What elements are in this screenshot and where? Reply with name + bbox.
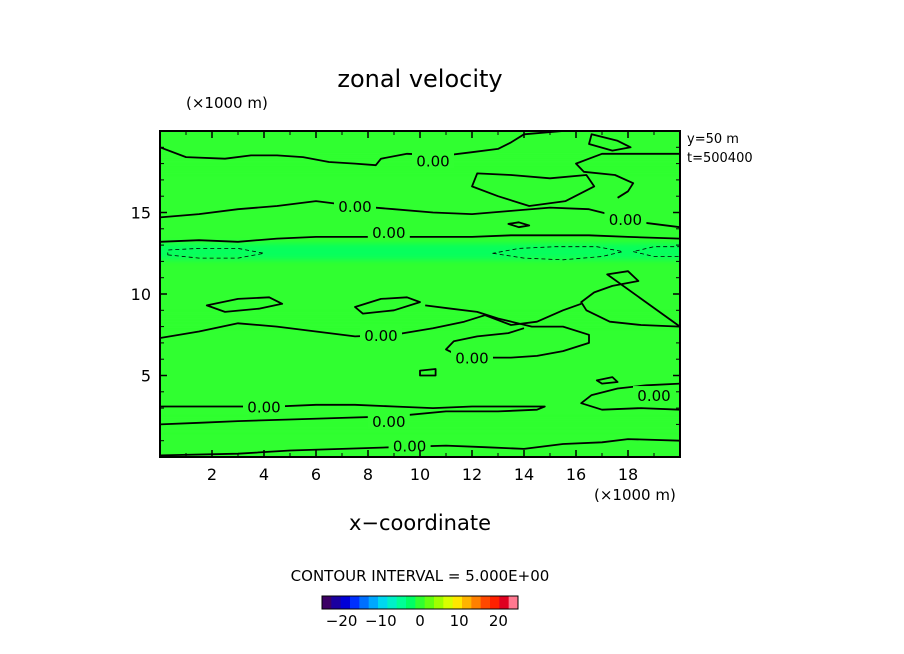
- contour-label-bg: [388, 436, 431, 454]
- contour-line-zero: [160, 234, 680, 243]
- colorbar-swatch: [499, 596, 510, 609]
- x-tick-label: 16: [566, 465, 586, 484]
- colorbar-swatch: [490, 596, 500, 609]
- colorbar-swatch: [340, 596, 351, 609]
- contour-line-zero: [425, 304, 590, 359]
- colorbar-swatch: [368, 596, 379, 609]
- colorbar-swatch: [396, 596, 407, 609]
- colorbar-swatch: [359, 596, 370, 609]
- x-tick-label: 18: [618, 465, 638, 484]
- contour-label: 0.00: [637, 387, 670, 405]
- contour-label: 0.00: [364, 327, 397, 345]
- contour-line-zero: [205, 296, 284, 313]
- contour-label: 0.00: [455, 350, 488, 368]
- colorbar-swatch: [406, 596, 416, 609]
- contour-label-bg: [633, 386, 675, 404]
- contour-line-zero: [471, 172, 596, 207]
- field-band: [160, 316, 680, 325]
- contour-label: 0.00: [372, 224, 405, 242]
- colorbar-swatch: [471, 596, 482, 609]
- colorbar-swatch: [387, 596, 398, 609]
- colorbar-swatch: [434, 596, 444, 609]
- colorbar-tick-label: 10: [450, 612, 469, 630]
- contour-line-zero: [580, 382, 680, 411]
- x-tick-label: 10: [410, 465, 430, 484]
- y-unit-label: (×1000 m): [186, 94, 268, 112]
- contour-line-zero: [419, 368, 437, 377]
- y-axis: 5 10 15: [131, 146, 680, 442]
- x-tick-label: 12: [462, 465, 482, 484]
- colorbar-swatch: [424, 596, 435, 609]
- annotation-depth: y=50 m: [687, 132, 739, 147]
- colorbar-tick-label: 0: [415, 612, 425, 630]
- annotation-time: t=500400: [687, 151, 753, 166]
- contour-label-bg: [360, 325, 402, 343]
- contour-label: 0.00: [416, 152, 449, 170]
- contour-label-bg: [604, 210, 647, 228]
- x-axis: 2 4 6 8 10 12 14 16 18: [185, 131, 655, 484]
- plot-area: 0.000.000.000.000.000.000.000.000.000.00: [159, 130, 681, 458]
- contour-line-zero: [595, 376, 619, 385]
- x-axis-title: x−coordinate: [349, 511, 491, 535]
- field-band: [160, 420, 680, 429]
- contour-line-zero: [160, 438, 680, 457]
- colorbar-swatch: [452, 596, 463, 609]
- contour-label-bg: [243, 397, 285, 415]
- contour-line-zero: [160, 302, 582, 339]
- x-tick-label: 6: [311, 465, 321, 484]
- contour-label: 0.00: [247, 398, 280, 416]
- colorbar-frame: [321, 595, 519, 610]
- colorbar-tick-label: −20: [326, 612, 358, 630]
- contour-line-zero: [575, 152, 680, 199]
- colorbar-tick-label: 20: [489, 612, 508, 630]
- contour-line-negative: [167, 247, 265, 259]
- contour-label: 0.00: [609, 211, 642, 229]
- chart-title: zonal velocity: [337, 65, 502, 93]
- y-tick-label: 10: [131, 285, 151, 304]
- colorbar-swatch: [443, 596, 454, 609]
- x-tick-label: 8: [363, 465, 373, 484]
- contour-label: 0.00: [372, 413, 405, 431]
- colorbar-swatch: [415, 596, 426, 609]
- contour-line-zero: [160, 131, 564, 167]
- field-bands: [160, 157, 680, 429]
- colorbar-tick-label: −10: [365, 612, 397, 630]
- contour-line-negative: [632, 246, 680, 257]
- field-band: [160, 243, 680, 260]
- colorbar-swatch: [462, 596, 472, 609]
- x-tick-label: 14: [514, 465, 534, 484]
- contour-label: 0.00: [393, 438, 426, 456]
- contour-line-zero: [507, 221, 531, 229]
- contour-label-bg: [451, 348, 493, 366]
- contour-label-bg: [367, 223, 410, 241]
- contour-label-bg: [412, 151, 454, 169]
- colorbar-swatch: [331, 596, 342, 609]
- x-tick-label: 4: [259, 465, 269, 484]
- contour-label-bg: [334, 196, 376, 214]
- x-unit-label: (×1000 m): [594, 486, 676, 504]
- x-tick-label: 2: [207, 465, 217, 484]
- y-tick-label: 5: [141, 367, 151, 386]
- contour-line-negative: [492, 246, 624, 261]
- contour-label-bg: [367, 412, 410, 430]
- contour-label: 0.00: [338, 198, 371, 216]
- contour-interval-text: CONTOUR INTERVAL = 5.000E+00: [291, 567, 550, 585]
- colorbar: −20 −10 0 10 20: [321, 595, 519, 630]
- colorbar-swatch: [480, 596, 491, 609]
- contour-line-zero: [580, 270, 680, 328]
- colorbar-swatch: [350, 596, 360, 609]
- contour-labels: 0.000.000.000.000.000.000.000.000.000.00: [243, 151, 675, 456]
- colorbar-swatch: [378, 596, 388, 609]
- contour-line-zero: [588, 133, 632, 152]
- colorbar-swatch: [322, 596, 332, 609]
- y-tick-label: 15: [131, 204, 151, 223]
- colorbar-swatch: [508, 596, 519, 609]
- contour-line-zero: [354, 296, 421, 315]
